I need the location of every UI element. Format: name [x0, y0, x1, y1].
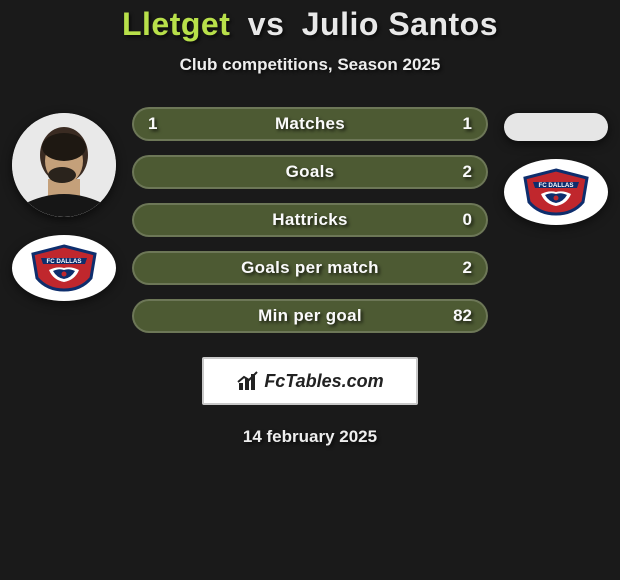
player1-photo: [12, 113, 116, 217]
title-player2: Julio Santos: [302, 6, 498, 42]
stat-right-value: 2: [463, 162, 472, 182]
stat-row-min-per-goal: Min per goal 82: [132, 299, 488, 333]
title-player1: Lletget: [122, 6, 230, 42]
fc-dallas-crest-icon: FC DALLAS: [521, 168, 591, 216]
brand-label: FcTables.com: [264, 371, 383, 392]
stat-right-value: 0: [463, 210, 472, 230]
stat-right-value: 1: [463, 114, 472, 134]
stat-label: Goals: [286, 162, 335, 182]
stat-row-goals-per-match: Goals per match 2: [132, 251, 488, 285]
brand-badge: FcTables.com: [202, 357, 418, 405]
right-column: FC DALLAS: [502, 107, 610, 225]
stat-label: Hattricks: [272, 210, 347, 230]
stats-column: 1 Matches 1 Goals 2 Hattricks 0 Goals pe…: [132, 107, 488, 333]
crest-label: FC DALLAS: [46, 258, 81, 265]
subtitle: Club competitions, Season 2025: [0, 55, 620, 75]
player-silhouette-icon: [12, 113, 116, 217]
comparison-row: FC DALLAS 1 Matches 1 Goals 2 Hattricks: [0, 107, 620, 333]
title-vs: vs: [248, 6, 285, 42]
page-title: Lletget vs Julio Santos: [0, 6, 620, 43]
stat-left-value: 1: [148, 114, 157, 134]
left-column: FC DALLAS: [10, 107, 118, 301]
stat-row-hattricks: Hattricks 0: [132, 203, 488, 237]
player2-photo: [504, 113, 608, 141]
date-label: 14 february 2025: [0, 427, 620, 447]
stat-label: Min per goal: [258, 306, 362, 326]
stat-row-goals: Goals 2: [132, 155, 488, 189]
player1-club-crest: FC DALLAS: [12, 235, 116, 301]
stat-right-value: 2: [463, 258, 472, 278]
player2-club-crest: FC DALLAS: [504, 159, 608, 225]
stat-row-matches: 1 Matches 1: [132, 107, 488, 141]
stat-label: Goals per match: [241, 258, 379, 278]
stat-right-value: 82: [453, 306, 472, 326]
svg-text:FC DALLAS: FC DALLAS: [538, 182, 573, 189]
fc-dallas-crest-icon: FC DALLAS: [29, 244, 99, 292]
bar-chart-icon: [236, 369, 260, 393]
stat-label: Matches: [275, 114, 345, 134]
